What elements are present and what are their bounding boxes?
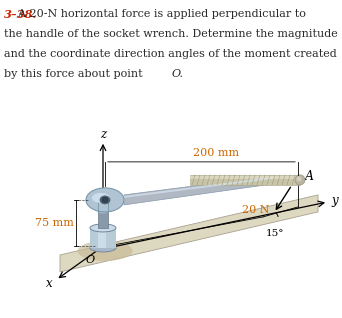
Ellipse shape bbox=[92, 193, 110, 203]
Text: A: A bbox=[305, 170, 314, 183]
Ellipse shape bbox=[100, 196, 110, 204]
Polygon shape bbox=[124, 176, 273, 205]
Bar bbox=[98, 212, 108, 228]
Ellipse shape bbox=[90, 244, 116, 252]
Ellipse shape bbox=[90, 224, 116, 232]
Ellipse shape bbox=[98, 210, 108, 214]
Text: 3–38.: 3–38. bbox=[4, 9, 37, 20]
Text: z: z bbox=[100, 128, 106, 142]
Ellipse shape bbox=[297, 176, 302, 181]
Ellipse shape bbox=[295, 175, 305, 185]
Text: by this force about point: by this force about point bbox=[4, 69, 146, 79]
Polygon shape bbox=[60, 195, 318, 272]
Text: O.: O. bbox=[172, 69, 184, 79]
Ellipse shape bbox=[78, 241, 132, 261]
Text: O: O bbox=[86, 255, 94, 265]
Text: y: y bbox=[332, 194, 338, 207]
Text: A 20-N horizontal force is applied perpendicular to: A 20-N horizontal force is applied perpe… bbox=[4, 9, 306, 19]
Text: 75 mm: 75 mm bbox=[35, 218, 74, 228]
Text: 15°: 15° bbox=[266, 229, 284, 238]
Bar bbox=[190, 175, 300, 185]
Text: 20 N: 20 N bbox=[242, 205, 270, 215]
Bar bbox=[190, 176, 300, 179]
Text: x: x bbox=[46, 278, 52, 290]
Text: 200 mm: 200 mm bbox=[194, 148, 239, 158]
Bar bbox=[98, 228, 106, 248]
Text: and the coordinate direction angles of the moment created: and the coordinate direction angles of t… bbox=[4, 49, 337, 59]
Bar bbox=[90, 228, 116, 248]
Polygon shape bbox=[124, 177, 273, 198]
Ellipse shape bbox=[86, 188, 124, 212]
Text: the handle of the socket wrench. Determine the magnitude: the handle of the socket wrench. Determi… bbox=[4, 29, 338, 39]
Ellipse shape bbox=[102, 197, 108, 202]
